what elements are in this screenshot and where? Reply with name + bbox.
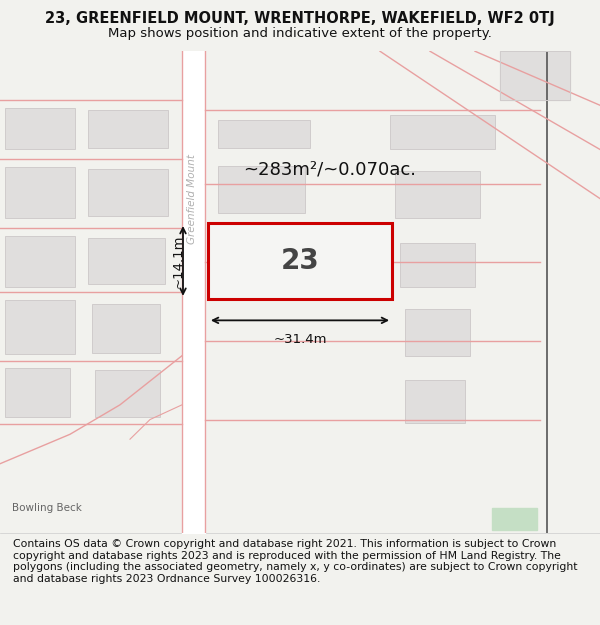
Text: Greenfield Mount: Greenfield Mount bbox=[187, 154, 197, 244]
Bar bbox=[5, 368, 70, 417]
Bar bbox=[95, 371, 160, 417]
Bar bbox=[390, 115, 495, 149]
Bar bbox=[5, 167, 75, 218]
Bar bbox=[218, 166, 305, 213]
Bar bbox=[400, 242, 475, 287]
Bar bbox=[218, 231, 300, 282]
Bar bbox=[492, 508, 537, 529]
Bar bbox=[405, 380, 465, 423]
Polygon shape bbox=[500, 51, 570, 101]
Bar bbox=[5, 236, 75, 287]
Text: Bowling Beck: Bowling Beck bbox=[12, 503, 82, 513]
Text: 23: 23 bbox=[281, 247, 319, 275]
Text: Contains OS data © Crown copyright and database right 2021. This information is : Contains OS data © Crown copyright and d… bbox=[13, 539, 578, 584]
Bar bbox=[5, 300, 75, 354]
Bar bbox=[5, 108, 75, 149]
Text: ~14.1m: ~14.1m bbox=[172, 234, 185, 288]
Bar bbox=[208, 223, 392, 299]
Text: 23, GREENFIELD MOUNT, WRENTHORPE, WAKEFIELD, WF2 0TJ: 23, GREENFIELD MOUNT, WRENTHORPE, WAKEFI… bbox=[45, 11, 555, 26]
Text: ~283m²/~0.070ac.: ~283m²/~0.070ac. bbox=[244, 160, 416, 178]
Bar bbox=[405, 309, 470, 356]
Bar bbox=[218, 120, 310, 148]
Bar bbox=[92, 304, 160, 352]
Bar bbox=[88, 169, 168, 216]
Bar bbox=[88, 110, 168, 148]
Text: Map shows position and indicative extent of the property.: Map shows position and indicative extent… bbox=[108, 27, 492, 40]
Text: ~31.4m: ~31.4m bbox=[273, 333, 327, 346]
Bar bbox=[395, 171, 480, 218]
Bar bbox=[88, 238, 165, 284]
